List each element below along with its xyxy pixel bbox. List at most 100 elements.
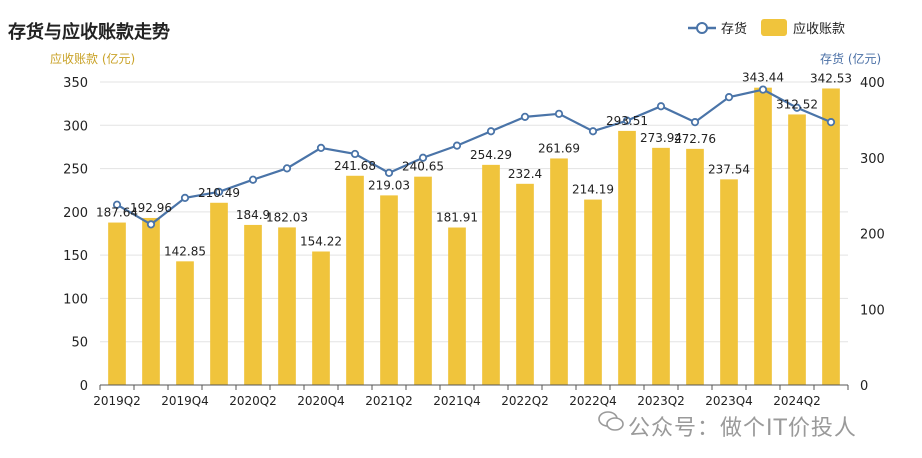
right-axis-label: 存货 (亿元) bbox=[820, 51, 881, 66]
bar bbox=[380, 195, 398, 385]
inventory-line bbox=[116, 88, 832, 226]
line-point bbox=[554, 109, 564, 118]
bar bbox=[788, 114, 806, 386]
bar-value-label: 214.19 bbox=[572, 183, 614, 197]
bar bbox=[550, 158, 568, 385]
y-tick-left: 300 bbox=[63, 119, 88, 134]
x-tick-label: 2021Q4 bbox=[433, 394, 481, 408]
wechat-icon bbox=[598, 411, 624, 431]
legend-line-marker bbox=[696, 22, 708, 34]
left-axis-label: 应收账款 (亿元) bbox=[50, 51, 135, 66]
bar-value-label: 312.52 bbox=[776, 97, 818, 111]
y-tick-right: 400 bbox=[860, 76, 885, 91]
x-tick-label: 2023Q2 bbox=[637, 394, 685, 408]
y-tick-right: 200 bbox=[860, 228, 885, 243]
bar-value-label: 192.96 bbox=[130, 201, 172, 215]
bar bbox=[686, 148, 704, 385]
y-tick-right: 100 bbox=[860, 303, 885, 318]
y-tick-left: 200 bbox=[63, 206, 88, 221]
line-point bbox=[656, 102, 666, 111]
y-tick-left: 50 bbox=[71, 336, 88, 351]
line-series bbox=[112, 85, 836, 229]
bar-series bbox=[108, 87, 840, 386]
bar-value-label: 273.94 bbox=[640, 131, 682, 145]
x-tick-label: 2021Q2 bbox=[365, 394, 413, 408]
bar bbox=[584, 199, 602, 385]
bar bbox=[618, 130, 636, 385]
line-point bbox=[180, 193, 190, 202]
bar-value-label: 210.49 bbox=[198, 186, 240, 200]
bar bbox=[346, 175, 364, 385]
bar-value-label: 342.53 bbox=[810, 71, 852, 85]
x-tick-label: 2023Q4 bbox=[705, 394, 753, 408]
y-tick-left: 350 bbox=[63, 76, 88, 91]
bar-value-label: 142.85 bbox=[164, 244, 206, 258]
line-point bbox=[452, 141, 462, 150]
bar-value-label: 154.22 bbox=[300, 234, 342, 248]
line-point bbox=[146, 220, 156, 229]
line-point bbox=[520, 112, 530, 121]
bar-value-label: 261.69 bbox=[538, 141, 580, 155]
legend-bar-swatch bbox=[761, 19, 787, 36]
chart-title: 存货与应收账款走势 bbox=[8, 21, 170, 43]
y-axis-right: 0 100 200 300 400 bbox=[860, 76, 885, 394]
line-point bbox=[112, 200, 122, 209]
bar-value-label: 184.9 bbox=[236, 208, 270, 222]
bar-value-label: 187.64 bbox=[96, 206, 138, 220]
x-tick-label: 2024Q2 bbox=[773, 394, 821, 408]
bar bbox=[720, 179, 738, 385]
bar bbox=[312, 251, 330, 385]
bar-value-label: 254.29 bbox=[470, 148, 512, 162]
bar bbox=[482, 164, 500, 385]
line-point bbox=[622, 116, 632, 125]
legend-label-receivables: 应收账款 bbox=[793, 21, 845, 37]
y-axis-left: 0 50 100 150 200 250 300 350 bbox=[63, 76, 88, 394]
bar bbox=[822, 88, 840, 385]
bar bbox=[414, 176, 432, 385]
line-point bbox=[214, 187, 224, 196]
x-tick-label: 2020Q2 bbox=[229, 394, 277, 408]
line-point bbox=[792, 103, 802, 112]
bar bbox=[278, 227, 296, 385]
bar-value-label: 232.4 bbox=[508, 167, 542, 181]
line-point bbox=[282, 164, 292, 173]
legend: 存货 应收账款 bbox=[688, 19, 845, 37]
x-tick-label: 2019Q2 bbox=[93, 394, 141, 408]
x-tick-label: 2022Q2 bbox=[501, 394, 549, 408]
bar bbox=[210, 202, 228, 385]
bar bbox=[754, 87, 772, 386]
x-axis: 2019Q2 2019Q4 2020Q2 2020Q4 2021Q2 2021Q4 2022… bbox=[93, 384, 849, 408]
y-tick-left: 0 bbox=[80, 379, 88, 394]
x-tick-label: 2022Q4 bbox=[569, 394, 617, 408]
line-point bbox=[758, 85, 768, 94]
y-tick-right: 0 bbox=[860, 379, 868, 394]
bar bbox=[448, 227, 466, 385]
bar-value-label: 343.44 bbox=[742, 71, 784, 85]
line-point bbox=[826, 118, 836, 127]
y-tick-left: 100 bbox=[63, 292, 88, 307]
bar-value-label: 181.91 bbox=[436, 211, 478, 225]
legend-label-inventory: 存货 bbox=[721, 21, 747, 37]
bar bbox=[108, 222, 126, 385]
bar-value-label: 241.68 bbox=[334, 159, 376, 173]
y-tick-right: 300 bbox=[860, 152, 885, 167]
bar-value-label: 237.54 bbox=[708, 162, 750, 176]
bar bbox=[176, 261, 194, 385]
bar bbox=[244, 224, 262, 385]
bar-value-label: 219.03 bbox=[368, 178, 410, 192]
line-point bbox=[384, 168, 394, 177]
y-tick-left: 250 bbox=[63, 163, 88, 178]
bar-value-label: 182.03 bbox=[266, 210, 308, 224]
x-tick-label: 2019Q4 bbox=[161, 394, 209, 408]
line-point bbox=[248, 175, 258, 184]
bar-value-label: 240.65 bbox=[402, 160, 444, 174]
x-tick-label: 2020Q4 bbox=[297, 394, 345, 408]
bar-value-label: 272.76 bbox=[674, 132, 716, 146]
line-point bbox=[486, 127, 496, 136]
line-point bbox=[316, 143, 326, 153]
line-point bbox=[588, 127, 598, 136]
bar bbox=[142, 217, 160, 385]
line-point bbox=[724, 93, 734, 102]
